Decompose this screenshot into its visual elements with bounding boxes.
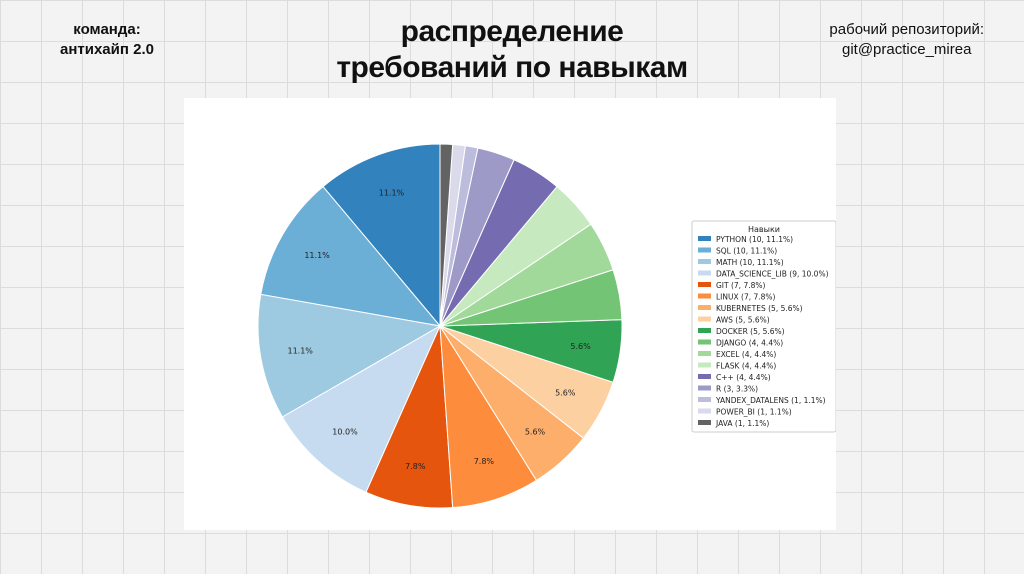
pie-slice-python <box>322 143 441 328</box>
repo-label-line1: рабочий репозиторий: <box>829 21 984 38</box>
legend-swatch <box>698 270 711 276</box>
legend-swatch <box>698 328 711 333</box>
legend-entry: AWS (5, 5.6%) <box>716 316 770 325</box>
pie-label-sql: 11.1% <box>304 251 330 260</box>
pie-slices <box>257 143 623 509</box>
legend-frame <box>691 220 836 433</box>
legend-entry: KUBERNETES (5, 5.6%) <box>716 304 803 313</box>
legend-swatch <box>698 420 711 425</box>
legend-entry: MATH (10, 11.1%) <box>716 258 784 267</box>
legend-swatch <box>698 293 711 299</box>
legend-entry: DJANGO (4, 4.4%) <box>716 339 783 348</box>
legend-entry: LINUX (7, 7.8%) <box>716 293 776 302</box>
legend: Навыки PYTHON (10, 11.1%) SQL (10, 11.1%)… <box>691 220 836 433</box>
pie-label-linux: 7.8% <box>474 457 495 466</box>
legend-entry: DOCKER (5, 5.6%) <box>716 327 785 336</box>
pie-label-kubernetes: 5.6% <box>525 427 546 436</box>
pie-label-docker: 5.6% <box>570 342 591 351</box>
pie-slice-math <box>257 293 442 418</box>
legend-swatch <box>698 408 711 414</box>
pie-chart: 11.1% 11.1% 11.1% 10.0% 7.8% 7.8% 5.6% 5.6% 5.6%… <box>257 143 836 509</box>
legend-swatch <box>698 247 711 253</box>
legend-swatch <box>698 236 711 241</box>
repo-label: рабочий репозиторий: git@practice_mirea <box>829 20 984 60</box>
legend-entry: FLASK (4, 4.4%) <box>716 362 776 371</box>
legend-swatch <box>698 385 711 391</box>
legend-entry: YANDEX_DATALENS (1, 1.1%) <box>715 396 826 405</box>
slide-title: распределение требований по навыкам <box>300 14 724 86</box>
repo-name: git@practice_mirea <box>841 41 972 58</box>
pie-slice-sql <box>260 185 442 327</box>
legend-entry: PYTHON (10, 11.1%) <box>716 235 793 244</box>
chart-card: 11.1% 11.1% 11.1% 10.0% 7.8% 7.8% 5.6% 5.6% 5.6%… <box>184 98 836 530</box>
legend-entry: DATA_SCIENCE_LIB (9, 10.0%) <box>716 270 829 279</box>
pie-slice-java <box>439 143 454 327</box>
legend-swatch <box>698 282 711 287</box>
team-label-line1: команда: <box>73 21 141 38</box>
legend-entry: C++ (4, 4.4%) <box>716 373 771 382</box>
legend-title: Навыки <box>748 225 780 234</box>
pie-slice-data-science-lib <box>281 324 442 493</box>
legend-swatch <box>698 339 711 345</box>
slide-title-line2: требований по навыкам <box>336 51 688 84</box>
legend-swatch <box>698 397 711 402</box>
legend-entry: R (3, 3.3%) <box>716 385 758 394</box>
pie-labels: 11.1% 11.1% 11.1% 10.0% 7.8% 7.8% 5.6% 5.6% 5.6% <box>287 189 591 471</box>
legend-swatch <box>698 305 711 310</box>
legend-entry: JAVA (1, 1.1%) <box>715 419 769 428</box>
legend-swatch <box>698 362 711 368</box>
team-label: команда: антихайп 2.0 <box>60 20 154 60</box>
pie-label-math: 11.1% <box>287 347 313 356</box>
legend-swatch <box>698 316 711 322</box>
legend-entry: EXCEL (4, 4.4%) <box>716 350 776 359</box>
pie-label-aws: 5.6% <box>555 389 576 398</box>
pie-label-git: 7.8% <box>405 462 426 471</box>
pie-label-data-science-lib: 10.0% <box>332 427 358 436</box>
legend-swatch <box>698 374 711 379</box>
pie-label-python: 11.1% <box>379 189 405 198</box>
team-name: антихайп 2.0 <box>60 41 154 58</box>
legend-swatch <box>698 259 711 264</box>
legend-entry: SQL (10, 11.1%) <box>716 247 777 256</box>
slide-title-line1: распределение <box>400 15 624 48</box>
legend-entry: GIT (7, 7.8%) <box>716 281 766 290</box>
legend-swatch <box>698 351 711 356</box>
legend-entry: POWER_BI (1, 1.1%) <box>716 408 792 417</box>
